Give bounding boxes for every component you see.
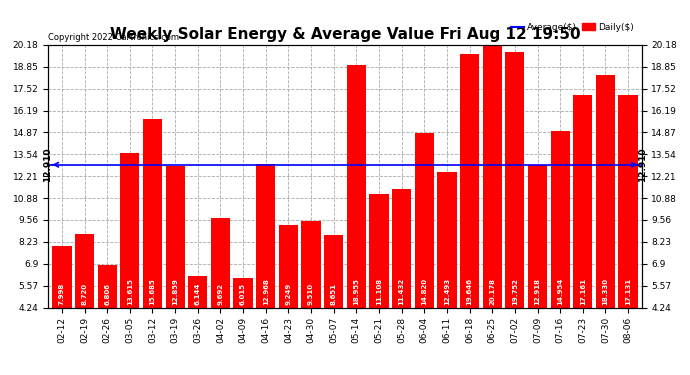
Bar — [437, 172, 457, 308]
Legend: Average($), Daily($): Average($), Daily($) — [507, 20, 637, 36]
Bar — [551, 131, 570, 308]
Bar — [346, 65, 366, 308]
Bar — [188, 276, 208, 308]
Text: 11.432: 11.432 — [399, 278, 404, 305]
Text: 9.692: 9.692 — [217, 283, 224, 305]
Text: 12.910: 12.910 — [43, 147, 52, 182]
Text: 9.510: 9.510 — [308, 283, 314, 305]
Text: 8.651: 8.651 — [331, 283, 337, 305]
Bar — [279, 225, 298, 308]
Text: 12.910: 12.910 — [638, 147, 647, 182]
Text: 9.249: 9.249 — [286, 283, 291, 305]
Bar — [166, 165, 185, 308]
Bar — [97, 265, 117, 308]
Bar — [211, 218, 230, 308]
Bar — [573, 95, 593, 308]
Text: 13.615: 13.615 — [127, 278, 133, 305]
Bar — [302, 221, 321, 308]
Text: 12.859: 12.859 — [172, 278, 178, 305]
Text: 15.685: 15.685 — [150, 278, 155, 305]
Bar — [369, 194, 388, 308]
Bar — [233, 278, 253, 308]
Text: 11.108: 11.108 — [376, 278, 382, 305]
Text: 18.955: 18.955 — [353, 278, 359, 305]
Text: 19.752: 19.752 — [512, 278, 518, 305]
Bar — [256, 164, 275, 308]
Bar — [324, 235, 344, 308]
Text: 14.820: 14.820 — [422, 278, 427, 305]
Text: 20.178: 20.178 — [489, 278, 495, 305]
Bar — [505, 52, 524, 308]
Bar — [596, 75, 615, 308]
Bar — [415, 133, 434, 308]
Text: 12.918: 12.918 — [535, 278, 540, 305]
Bar — [120, 153, 139, 308]
Bar — [392, 189, 411, 308]
Text: 12.493: 12.493 — [444, 278, 450, 305]
Text: 6.806: 6.806 — [104, 283, 110, 305]
Bar — [618, 95, 638, 308]
Text: Copyright 2022 Cartronics.com: Copyright 2022 Cartronics.com — [48, 33, 179, 42]
Text: 6.015: 6.015 — [240, 283, 246, 305]
Bar — [460, 54, 479, 307]
Title: Weekly Solar Energy & Average Value Fri Aug 12 19:50: Weekly Solar Energy & Average Value Fri … — [110, 27, 580, 42]
Text: 19.646: 19.646 — [466, 278, 473, 305]
Text: 6.144: 6.144 — [195, 283, 201, 305]
Bar — [482, 45, 502, 308]
Text: 7.998: 7.998 — [59, 283, 65, 305]
Text: 18.330: 18.330 — [602, 278, 609, 305]
Text: 8.720: 8.720 — [81, 283, 88, 305]
Text: 12.968: 12.968 — [263, 278, 268, 305]
Text: 14.954: 14.954 — [557, 278, 563, 305]
Text: 17.161: 17.161 — [580, 278, 586, 305]
Text: 17.131: 17.131 — [625, 278, 631, 305]
Bar — [143, 119, 162, 308]
Bar — [75, 234, 94, 308]
Bar — [52, 246, 72, 308]
Bar — [528, 165, 547, 308]
